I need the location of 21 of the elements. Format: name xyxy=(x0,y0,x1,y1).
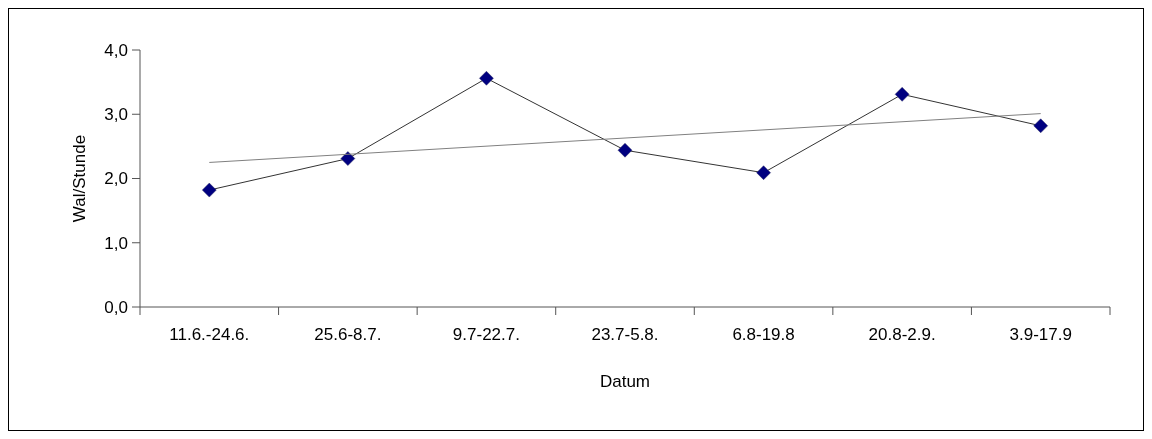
point xyxy=(617,142,633,158)
x-tick-label: 23.7-5.8. xyxy=(591,325,659,344)
x-tick-label: 11.6.-24.6. xyxy=(169,325,250,344)
y-tick-label: 0,0 xyxy=(104,297,128,317)
y-tick-label: 3,0 xyxy=(104,105,128,125)
point xyxy=(1033,118,1048,134)
x-tick-label: 25.6-8.7. xyxy=(314,325,382,344)
x-tick-label: 20.8-2.9. xyxy=(868,325,936,344)
point xyxy=(894,87,910,102)
y-tick-label: 4,0 xyxy=(104,40,128,60)
x-axis-title: Datum xyxy=(599,372,651,391)
y-axis-title: Wal/Stunde xyxy=(70,134,89,223)
x-tick-label: 6.8-19.8 xyxy=(732,325,795,344)
point xyxy=(340,151,356,166)
point xyxy=(756,165,771,180)
x-tick-label: 3.9-17.9 xyxy=(1009,325,1072,344)
point xyxy=(202,182,217,198)
y-tick-label: 1,0 xyxy=(104,233,128,253)
point xyxy=(479,71,494,86)
x-tick-label: 9.7-22.7. xyxy=(452,325,520,344)
y-tick-label: 2,0 xyxy=(104,169,128,189)
